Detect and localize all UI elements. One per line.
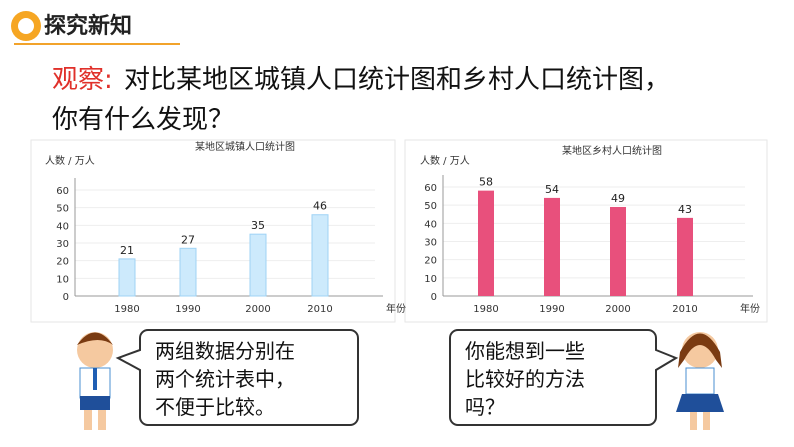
bubble-text: 两组数据分别在 bbox=[155, 339, 295, 363]
data-label: 49 bbox=[611, 192, 625, 205]
x-tick-label: 1990 bbox=[539, 304, 564, 315]
y-tick-label: 10 bbox=[56, 274, 69, 285]
question-line: 你有什么发现？ bbox=[52, 105, 234, 135]
bubble-text: 两个统计表中， bbox=[155, 367, 295, 391]
y-tick-label: 60 bbox=[424, 183, 437, 194]
chart-frame bbox=[404, 139, 768, 323]
bubble-text: 你能想到一些 bbox=[465, 339, 585, 363]
y-axis-label: 人数 / 万人 bbox=[420, 154, 470, 167]
y-tick-label: 30 bbox=[56, 239, 69, 250]
x-tick-label: 1980 bbox=[473, 304, 498, 315]
chart-title: 某地区城镇人口统计图 bbox=[195, 140, 295, 153]
y-tick-label: 0 bbox=[63, 292, 69, 303]
bar bbox=[544, 197, 560, 296]
girl bbox=[676, 332, 724, 430]
y-tick-label: 60 bbox=[56, 186, 69, 197]
data-label: 27 bbox=[181, 233, 195, 246]
x-tick-label: 1990 bbox=[175, 304, 200, 315]
x-tick-label: 2000 bbox=[605, 304, 630, 315]
speech-bubble bbox=[449, 329, 679, 426]
header-icon-inner bbox=[18, 18, 34, 34]
y-axis-label: 人数 / 万人 bbox=[45, 154, 95, 167]
header-title: 探究新知 bbox=[44, 13, 132, 39]
x-tick-label: 1980 bbox=[114, 304, 139, 315]
y-tick-label: 10 bbox=[424, 274, 437, 285]
bar bbox=[179, 247, 197, 297]
bubble-text: 吗？ bbox=[465, 395, 505, 419]
bubble-text: 比较好的方法 bbox=[465, 367, 585, 391]
x-tick-label: 2010 bbox=[307, 304, 332, 315]
speech-bubble bbox=[115, 329, 359, 426]
y-tick-label: 50 bbox=[56, 204, 69, 215]
bar bbox=[118, 258, 136, 297]
data-label: 58 bbox=[479, 176, 493, 189]
y-tick-label: 20 bbox=[424, 256, 437, 267]
x-tick-label: 2010 bbox=[672, 304, 697, 315]
data-label: 46 bbox=[313, 200, 327, 213]
y-tick-label: 0 bbox=[431, 292, 437, 303]
data-label: 54 bbox=[545, 183, 559, 196]
y-tick-label: 50 bbox=[424, 201, 437, 212]
bar bbox=[311, 214, 329, 297]
y-tick-label: 30 bbox=[424, 238, 437, 249]
chart-title: 某地区乡村人口统计图 bbox=[562, 144, 662, 157]
x-tick-label: 2000 bbox=[245, 304, 270, 315]
bar bbox=[610, 206, 626, 296]
y-tick-label: 40 bbox=[56, 221, 69, 232]
bar bbox=[677, 217, 693, 296]
bar bbox=[478, 190, 494, 296]
data-label: 35 bbox=[251, 219, 265, 232]
y-tick-label: 20 bbox=[56, 257, 69, 268]
boy bbox=[77, 332, 113, 430]
question-line: 对比某地区城镇人口统计图和乡村人口统计图， bbox=[124, 65, 670, 95]
data-label: 21 bbox=[120, 244, 134, 257]
bubble-text: 不便于比较。 bbox=[155, 395, 275, 419]
x-axis-label: 年份 bbox=[386, 302, 406, 315]
bar bbox=[249, 233, 267, 297]
chart-frame bbox=[30, 139, 396, 323]
x-axis-label: 年份 bbox=[740, 302, 760, 315]
data-label: 43 bbox=[678, 203, 692, 216]
question-label: 观察: bbox=[52, 65, 113, 95]
y-tick-label: 40 bbox=[424, 219, 437, 230]
